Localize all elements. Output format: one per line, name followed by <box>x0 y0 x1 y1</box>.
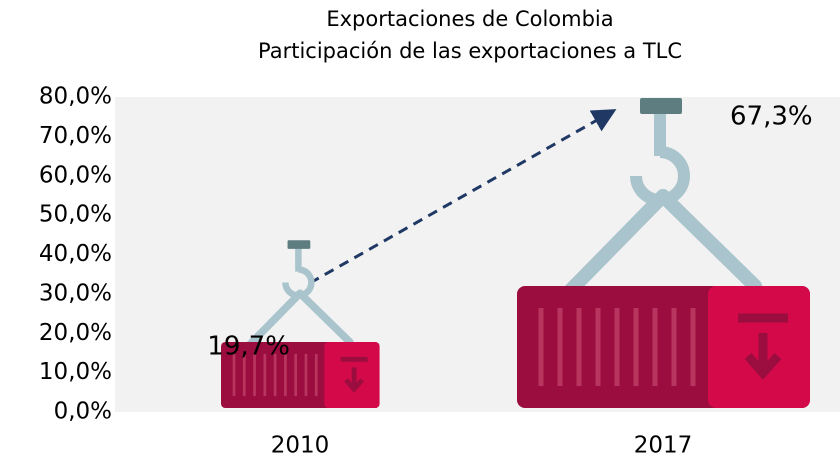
cable <box>553 189 670 308</box>
y-tick-label: 50,0% <box>39 202 112 228</box>
hook <box>282 266 315 299</box>
y-tick-label: 70,0% <box>39 123 112 149</box>
x-tick-label: 2017 <box>634 433 693 459</box>
container-icon <box>517 98 810 408</box>
cable <box>656 189 762 293</box>
cable <box>296 289 354 346</box>
data-label: 19,7% <box>207 332 290 362</box>
y-tick-label: 40,0% <box>39 241 112 267</box>
chart-title: Exportaciones de Colombia <box>326 7 613 31</box>
y-tick-label: 80,0% <box>39 84 112 110</box>
chart-subtitle: Participación de las exportaciones a TLC <box>258 39 682 63</box>
door-arrow <box>738 313 788 380</box>
door-arrow <box>340 356 368 393</box>
y-tick-label: 10,0% <box>39 359 112 385</box>
hook <box>630 146 690 206</box>
data-label: 67,3% <box>730 102 813 132</box>
trend-arrow <box>309 109 617 285</box>
y-tick-label: 0,0% <box>54 399 112 425</box>
hook-cap <box>640 98 682 114</box>
hook-stem <box>654 111 666 156</box>
container-icon <box>221 240 380 408</box>
hook-stem <box>295 247 302 272</box>
y-tick-label: 60,0% <box>39 162 112 188</box>
hook-cap <box>287 240 311 249</box>
x-tick-label: 2010 <box>271 433 330 459</box>
cable <box>240 289 304 354</box>
y-tick-label: 20,0% <box>39 320 112 346</box>
y-tick-label: 30,0% <box>39 280 112 306</box>
